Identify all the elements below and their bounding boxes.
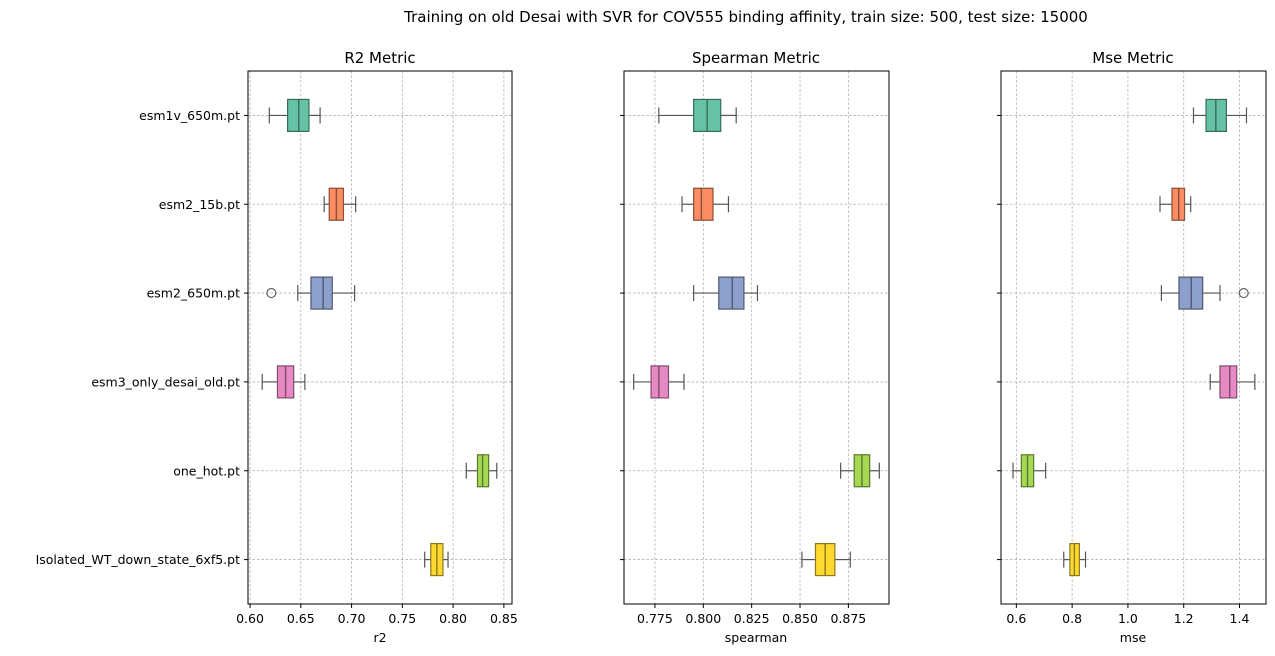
mse-panel: Mse Metric mse 0.6 0.8 1.0 1.2 1.4 <box>997 49 1267 645</box>
spearman-axes-frame <box>623 70 890 605</box>
iqr-box <box>310 276 333 310</box>
iqr-box <box>1219 365 1238 399</box>
category-label: Isolated_WT_down_state_6xf5.pt <box>36 552 241 567</box>
box-isolated-wt-down-state-6xf5-pt <box>801 542 851 577</box>
iqr-box <box>718 276 745 310</box>
box-isolated-wt-down-state-6xf5-pt <box>424 542 449 577</box>
box-one-hot-pt <box>465 454 498 488</box>
box-one-hot-pt <box>1012 454 1047 488</box>
x-tick-label: 1.4 <box>1230 611 1250 626</box>
category-label: esm1v_650m.pt <box>139 108 240 123</box>
box-esm3-only-desai-old-pt <box>1209 365 1256 399</box>
x-tick-label: 0.850 <box>782 611 818 626</box>
mse-grid <box>1001 71 1266 604</box>
spearman-ticks: 0.775 0.800 0.825 0.850 0.875 <box>620 114 866 626</box>
r2-boxes <box>261 98 498 577</box>
r2-panel-title: R2 Metric <box>344 49 415 67</box>
spearman-grid <box>624 71 889 604</box>
mse-axes-frame <box>1000 70 1267 605</box>
x-tick-label: 0.70 <box>338 611 366 626</box>
spearman-panel: Spearman Metric spearman 0.775 0.800 0.825… <box>620 49 890 645</box>
x-tick-label: 1.0 <box>1118 611 1138 626</box>
x-tick-label: 0.825 <box>734 611 770 626</box>
outlier-point <box>266 288 277 299</box>
box-one-hot-pt <box>840 454 880 488</box>
x-tick-label: 0.875 <box>830 611 866 626</box>
category-label: esm2_650m.pt <box>147 286 241 301</box>
x-tick-label: 0.800 <box>685 611 721 626</box>
r2-ticks: 0.60 0.65 0.70 0.75 0.80 0.85 <box>236 114 518 626</box>
box-esm1v-650m-pt <box>658 98 737 133</box>
x-tick-label: 0.775 <box>637 611 673 626</box>
spearman-boxes <box>633 98 880 577</box>
category-label: one_hot.pt <box>173 463 240 478</box>
iqr-box <box>693 187 714 221</box>
spearman-panel-title: Spearman Metric <box>692 49 820 67</box>
mse-boxes <box>1012 98 1256 577</box>
category-labels: esm1v_650m.pt esm2_15b.pt esm2_650m.pt esm3… <box>36 108 241 567</box>
box-esm2-15b-pt <box>323 187 357 221</box>
box-esm3-only-desai-old-pt <box>261 365 306 399</box>
x-tick-label: 0.65 <box>287 611 315 626</box>
mse-axis-label: mse <box>1120 630 1147 645</box>
mse-panel-title: Mse Metric <box>1092 49 1173 67</box>
x-tick-label: 0.60 <box>236 611 264 626</box>
r2-grid <box>248 71 512 604</box>
category-label: esm2_15b.pt <box>159 197 240 212</box>
box-esm2-15b-pt <box>1159 187 1192 221</box>
spearman-axis-label: spearman <box>725 630 787 645</box>
x-tick-label: 0.85 <box>490 611 518 626</box>
box-esm1v-650m-pt <box>268 98 321 133</box>
x-tick-label: 0.8 <box>1062 611 1082 626</box>
x-tick-label: 0.75 <box>388 611 416 626</box>
x-tick-label: 0.80 <box>439 611 467 626</box>
box-esm2-650m-pt <box>1160 276 1249 310</box>
category-label: esm3_only_desai_old.pt <box>91 374 240 389</box>
figure-title: Training on old Desai with SVR for COV55… <box>403 8 1088 26</box>
r2-axes-frame <box>247 70 513 605</box>
r2-panel: R2 Metric r2 0.60 0.65 0.70 0.75 0.80 0.85 <box>236 49 518 645</box>
x-tick-label: 1.2 <box>1174 611 1194 626</box>
mse-ticks: 0.6 0.8 1.0 1.2 1.4 <box>997 114 1250 626</box>
outlier-point <box>1238 288 1249 299</box>
r2-axis-label: r2 <box>373 630 386 645</box>
box-esm2-15b-pt <box>681 187 730 221</box>
box-esm2-650m-pt <box>693 276 759 310</box>
x-tick-label: 0.6 <box>1006 611 1026 626</box>
iqr-box <box>650 365 670 399</box>
box-esm2-650m-pt <box>266 276 356 310</box>
box-esm3-only-desai-old-pt <box>633 365 685 399</box>
box-esm1v-650m-pt <box>1192 98 1248 133</box>
box-isolated-wt-down-state-6xf5-pt <box>1063 542 1087 577</box>
